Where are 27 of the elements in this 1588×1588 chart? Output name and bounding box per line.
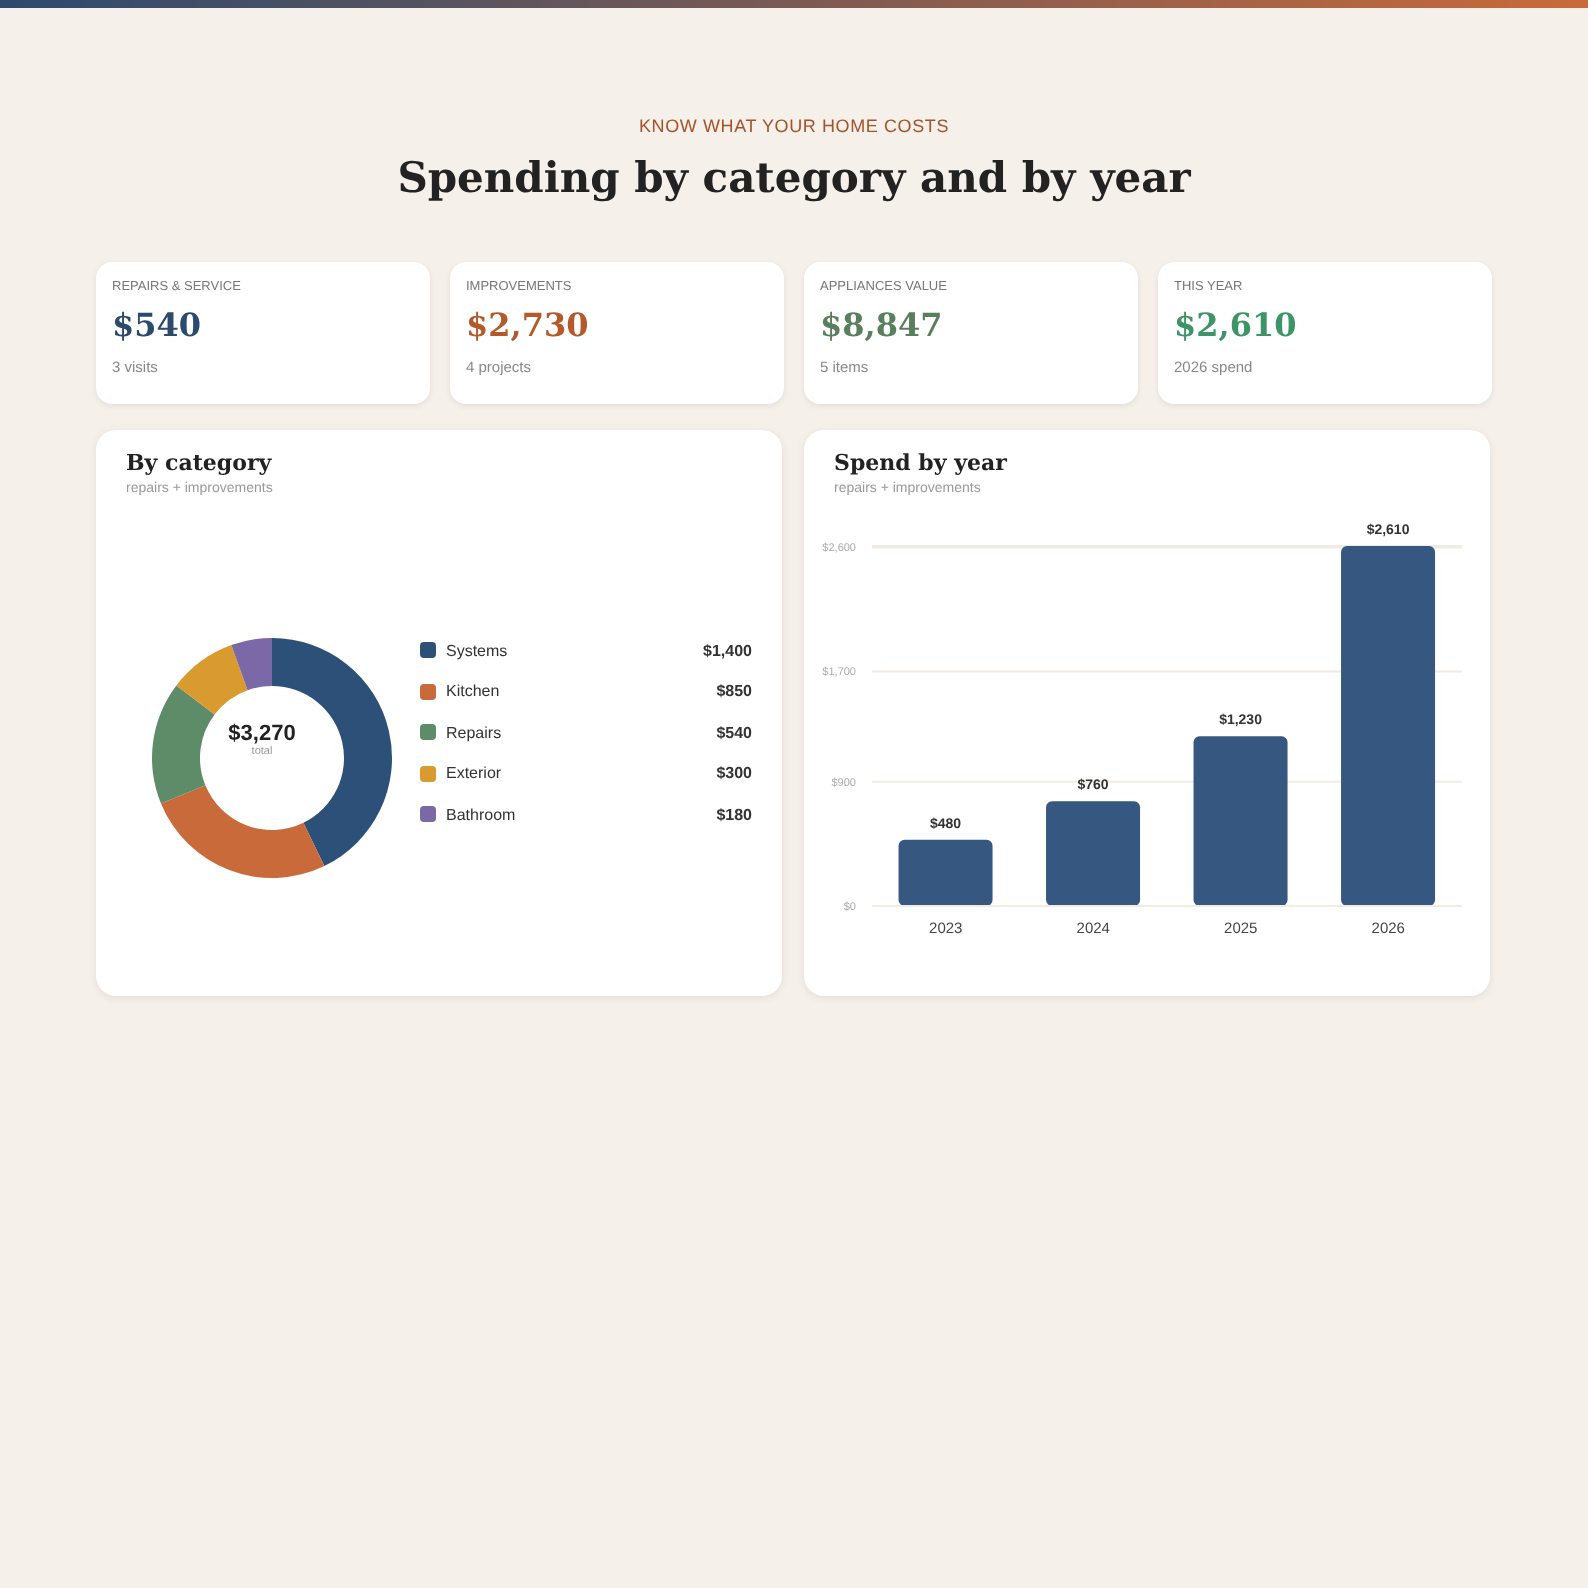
legend-label: Bathroom	[446, 805, 516, 824]
data-label: $850	[716, 682, 752, 701]
chart-title: By category	[126, 450, 272, 476]
bar	[1193, 736, 1288, 906]
text: $540	[112, 306, 202, 344]
data-label: $300	[716, 764, 752, 783]
text: KNOW WHAT YOUR HOME COSTS	[638, 116, 949, 136]
donut-slice	[152, 685, 215, 804]
legend-label: Exterior	[446, 764, 502, 783]
donut-slice	[176, 645, 248, 715]
text: $2,730	[466, 306, 589, 344]
data-label: $180	[716, 805, 752, 824]
text: $3,270	[228, 722, 296, 746]
data-label: $1,400	[703, 641, 752, 660]
bar	[1046, 801, 1141, 906]
legend-label: Repairs	[446, 723, 502, 742]
text: Spending by category and by year	[397, 152, 1191, 202]
text: $2,610	[1174, 306, 1297, 344]
data-label: $540	[716, 723, 752, 742]
text: $8,847	[820, 306, 943, 344]
bar	[898, 839, 993, 906]
legend-label: Systems	[446, 641, 508, 660]
donut-slice	[231, 638, 272, 691]
chart-title: Spend by year	[834, 450, 1007, 476]
legend-label: Kitchen	[446, 682, 500, 701]
bar	[1341, 546, 1436, 906]
donut-slice	[160, 785, 325, 878]
